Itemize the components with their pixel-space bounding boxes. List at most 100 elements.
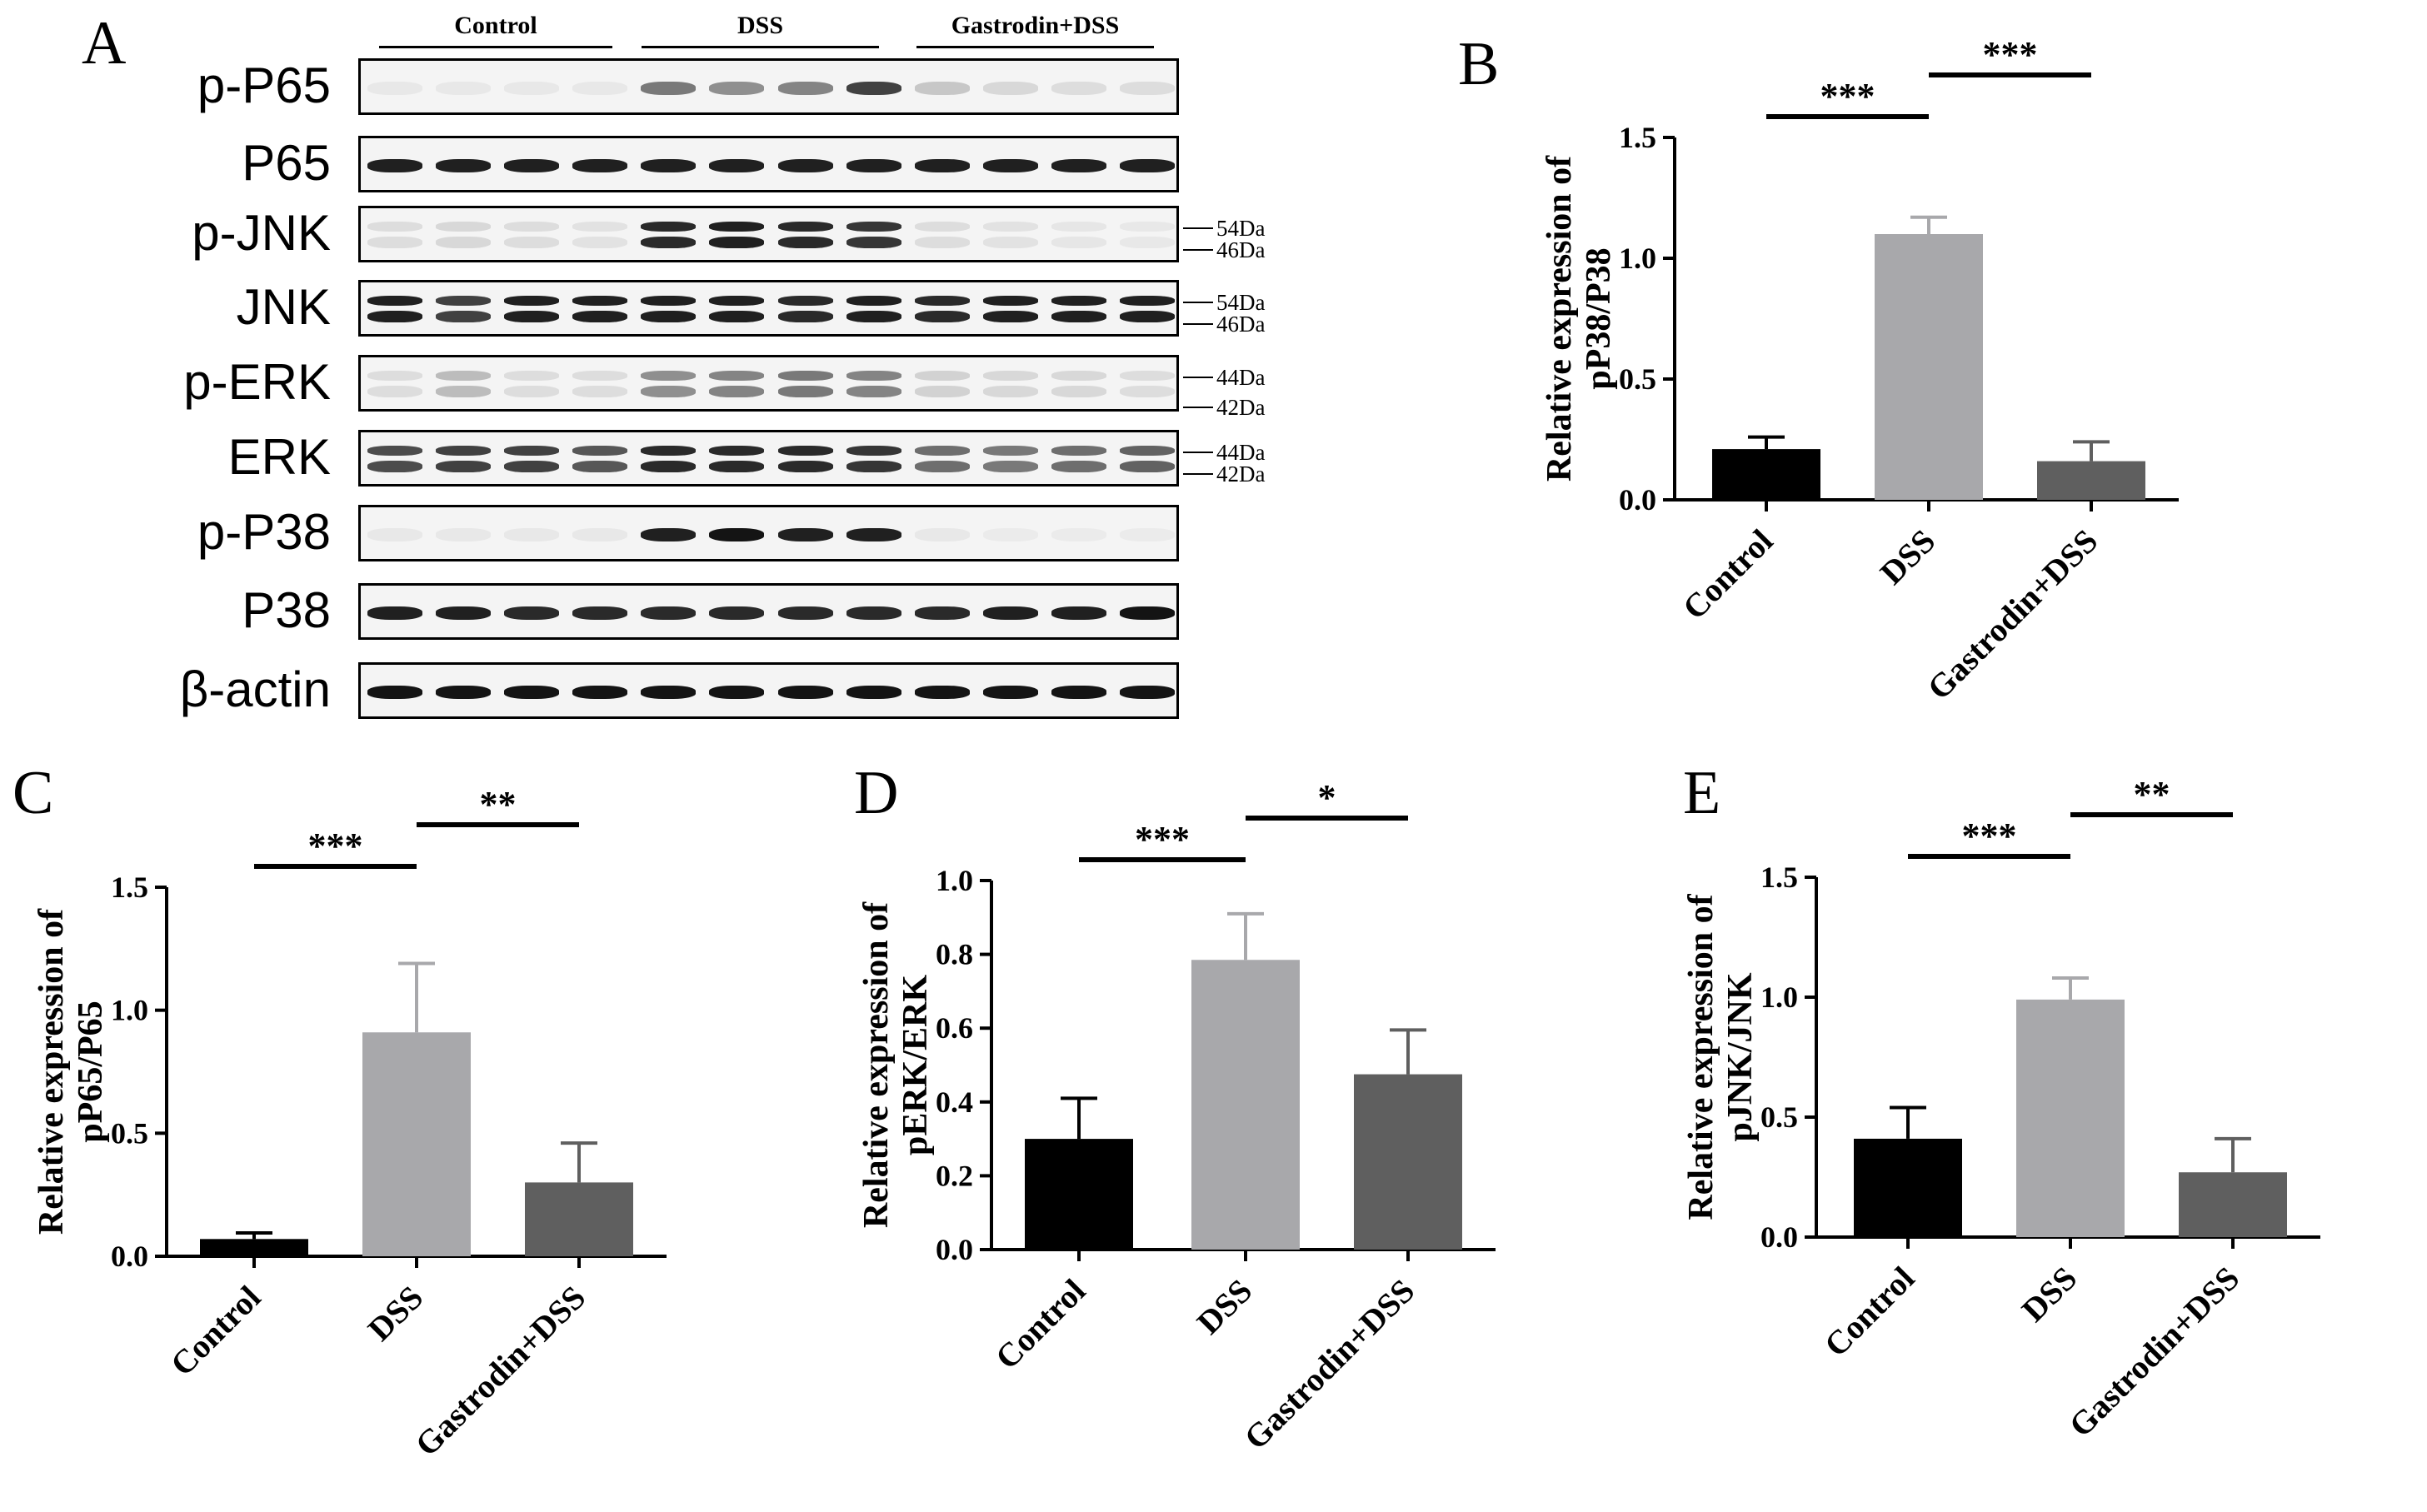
panel-letter-b: B [1458, 30, 1500, 98]
blot-band [572, 528, 628, 541]
blot-band [367, 686, 423, 699]
blot-band [982, 82, 1038, 95]
y-tick-label: 0.0 [936, 1233, 973, 1266]
blot-band [367, 296, 423, 306]
blot-band [504, 446, 560, 456]
blot-band [914, 461, 970, 472]
blot-band [436, 237, 492, 248]
blot-band [572, 606, 628, 620]
x-category-label: Control [988, 1272, 1093, 1377]
blot-band [709, 237, 765, 248]
blot-band [777, 686, 833, 699]
bar [1025, 1139, 1133, 1250]
blot-band [982, 386, 1038, 397]
protein-label: P65 [242, 135, 331, 191]
x-category-label: DSS [2015, 1260, 2085, 1330]
blot-band [777, 159, 833, 172]
x-category-label: Gastrodin+DSS [1920, 522, 2105, 707]
significance-label: ** [480, 784, 517, 825]
blot-band [367, 159, 423, 172]
blot-band [572, 159, 628, 172]
blot-band [641, 371, 697, 381]
blot-band [436, 528, 492, 541]
group-line-0 [379, 46, 612, 48]
blot-band [367, 237, 423, 248]
x-category-label: Control [1817, 1260, 1922, 1365]
blot-band [641, 606, 697, 620]
blot-band [641, 222, 697, 232]
blot-band [641, 296, 697, 306]
x-category-label: DSS [1190, 1272, 1260, 1342]
blot-strip [358, 58, 1179, 115]
x-category-label: Gastrodin+DSS [2061, 1260, 2246, 1445]
blot-band [1119, 371, 1175, 381]
group-line-1 [642, 46, 879, 48]
blot-band [1119, 461, 1175, 472]
chart-panel-c: 0.0 0.5 1.0 1.5 Relative expression of pP65/P… [32, 784, 667, 1463]
bar [200, 1239, 308, 1256]
blot-band [641, 159, 697, 172]
bar [1191, 960, 1300, 1250]
y-axis-label-line1: Relative expression of [32, 908, 71, 1235]
blot-band [777, 222, 833, 232]
blot-band [1051, 686, 1106, 699]
blot-strip [358, 430, 1179, 487]
blot-band [572, 461, 628, 472]
blot-band [504, 159, 560, 172]
blot-band [1051, 159, 1106, 172]
y-axis-label-line2: pJNK/JNK [1721, 972, 1760, 1141]
blot-band [641, 686, 697, 699]
blot-band [914, 528, 970, 541]
blot-band [572, 296, 628, 306]
blot-band [777, 386, 833, 397]
group-label-2: Gastrodin+DSS [951, 12, 1120, 39]
blot-strip [358, 505, 1179, 561]
y-axis-label-line1: Relative expression of [1541, 155, 1579, 482]
x-category-label: Control [1675, 522, 1780, 627]
blot-band [641, 461, 697, 472]
group-line-2 [916, 46, 1154, 48]
y-tick-label: 1.5 [1619, 121, 1656, 154]
blot-band [1119, 446, 1175, 456]
blot-band [777, 311, 833, 322]
significance-label: *** [1962, 816, 2017, 856]
blot-band [367, 461, 423, 472]
blot-strip [358, 355, 1179, 412]
x-category-label: Control [163, 1279, 268, 1384]
blot-band [846, 82, 901, 95]
panel-letter-c: C [12, 759, 54, 827]
blot-band [1119, 296, 1175, 306]
blot-band [436, 686, 492, 699]
blot-band [572, 386, 628, 397]
blot-band [367, 446, 423, 456]
blot-band [436, 386, 492, 397]
blot-band [846, 311, 901, 322]
panel-letter-d: D [854, 759, 899, 827]
bar [2179, 1172, 2287, 1237]
blot-band [709, 222, 765, 232]
blot-band [846, 446, 901, 456]
blot-band [572, 311, 628, 322]
significance-label: ** [2134, 774, 2170, 815]
protein-label: p-P38 [197, 504, 331, 560]
blot-band [1119, 686, 1175, 699]
blot-band [504, 237, 560, 248]
blot-band [504, 296, 560, 306]
y-tick-label: 0.6 [936, 1011, 973, 1045]
blot-band [709, 528, 765, 541]
marker-tick [1183, 323, 1213, 325]
blot-band [709, 159, 765, 172]
y-tick-label: 0.4 [936, 1085, 973, 1119]
blot-band [572, 82, 628, 95]
blot-band [914, 311, 970, 322]
blot-band [1119, 311, 1175, 322]
y-tick-label: 0.0 [1619, 483, 1656, 516]
blot-band [1119, 528, 1175, 541]
x-category-label: Gastrodin+DSS [1236, 1272, 1421, 1457]
blot-band [982, 296, 1038, 306]
blot-band [982, 311, 1038, 322]
marker-tick [1183, 407, 1213, 408]
marker-label: 42Da [1216, 462, 1266, 487]
y-tick-label: 1.0 [1619, 242, 1656, 275]
blot-band [846, 159, 901, 172]
